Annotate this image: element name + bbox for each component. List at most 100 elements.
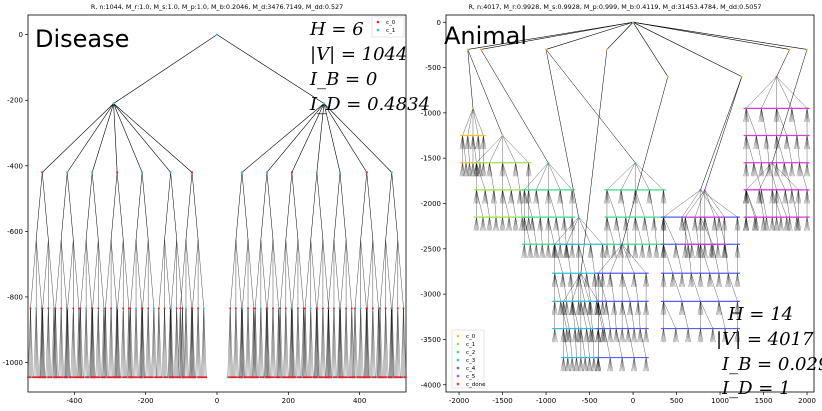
left-edge	[333, 308, 336, 378]
left-node	[181, 307, 184, 310]
right-edge	[589, 301, 593, 315]
left-edge	[167, 308, 171, 378]
right-edge	[598, 273, 600, 287]
left-edge	[310, 308, 313, 378]
right-edge	[580, 328, 586, 358]
right-edge	[706, 273, 710, 287]
right-edge	[620, 273, 623, 287]
right-edge	[570, 273, 573, 302]
right-edge	[619, 244, 622, 258]
right-edge	[656, 244, 660, 258]
right-edge	[675, 328, 678, 343]
right-edge	[607, 357, 611, 372]
right-edge	[724, 328, 728, 343]
left-edge	[272, 239, 279, 309]
right-edge	[651, 217, 655, 231]
right-edge	[602, 328, 605, 343]
left-edge	[403, 308, 405, 378]
right-edge	[588, 301, 590, 315]
right-edge	[645, 357, 649, 372]
left-edge	[283, 308, 286, 378]
right-edge	[560, 328, 564, 343]
right-edge	[540, 217, 543, 231]
right-edge	[473, 162, 477, 177]
right-edge	[662, 273, 664, 287]
left-edge	[317, 308, 320, 378]
left-edge	[29, 308, 31, 378]
left-edge	[170, 172, 177, 240]
right-edge	[554, 301, 557, 315]
right-edge	[690, 244, 692, 258]
right-edge	[483, 189, 486, 204]
right-edge	[534, 189, 537, 204]
left-node	[202, 307, 205, 310]
right-edge	[613, 328, 617, 343]
right-edge	[536, 162, 549, 190]
right-edge	[685, 189, 705, 218]
left-node	[241, 307, 244, 310]
left-edge	[77, 308, 80, 378]
left-y-tick-label: 0	[19, 31, 23, 39]
left-edge	[185, 308, 188, 378]
right-edge	[746, 217, 748, 231]
right-edge	[804, 217, 808, 231]
right-edge	[522, 244, 525, 258]
right-edge	[795, 135, 798, 150]
right-edge	[596, 273, 599, 287]
right-edge	[743, 135, 747, 150]
right-x-tick-label: 500	[670, 397, 683, 405]
left-edge	[48, 308, 50, 378]
left-node	[322, 102, 326, 105]
left-edge	[158, 308, 162, 378]
right-edge	[672, 273, 683, 302]
right-edge	[472, 162, 476, 177]
left-node-root	[215, 33, 219, 36]
right-edge	[713, 217, 715, 231]
left-node	[315, 171, 318, 174]
right-edge	[562, 328, 564, 343]
right-edge	[773, 108, 777, 122]
left-node	[266, 307, 269, 310]
right-edge	[598, 273, 601, 287]
left-edge	[148, 308, 150, 378]
left-edge	[110, 239, 117, 309]
right-edge	[775, 108, 777, 122]
right-edge	[753, 217, 757, 231]
left-edge	[285, 308, 288, 378]
right-edge	[775, 217, 777, 231]
right-edge	[552, 328, 555, 343]
right-edge	[718, 273, 721, 287]
left-edge	[178, 308, 181, 378]
right-edge	[746, 135, 748, 150]
right-edge	[776, 49, 790, 77]
left-edge	[285, 172, 293, 240]
left-edge	[109, 308, 112, 378]
right-edge	[791, 189, 798, 218]
right-stat-vertices: |V| = 4017	[716, 329, 814, 350]
right-edge	[619, 328, 623, 343]
left-edge	[110, 308, 114, 378]
right-edge	[492, 189, 494, 204]
right-edge	[502, 189, 510, 218]
left-edge	[123, 308, 125, 378]
left-edge	[77, 308, 81, 378]
left-edge	[105, 239, 112, 309]
right-edge	[728, 273, 738, 302]
right-legend-entry: c_2	[466, 350, 475, 356]
right-edge	[614, 301, 617, 315]
right-edge	[806, 189, 809, 204]
left-edge	[344, 308, 347, 378]
right-edge	[625, 244, 629, 258]
right-edge	[566, 357, 568, 372]
right-edge	[632, 328, 635, 343]
left-edge	[388, 308, 392, 378]
left-edge	[135, 172, 143, 240]
right-edge	[528, 162, 532, 177]
left-node	[229, 307, 232, 310]
right-edge	[528, 189, 531, 204]
right-edge	[560, 189, 565, 218]
right-edge	[632, 21, 742, 77]
right-edge	[590, 328, 594, 343]
left-edge	[153, 308, 156, 378]
right-legend-entry: c_4	[466, 366, 476, 372]
